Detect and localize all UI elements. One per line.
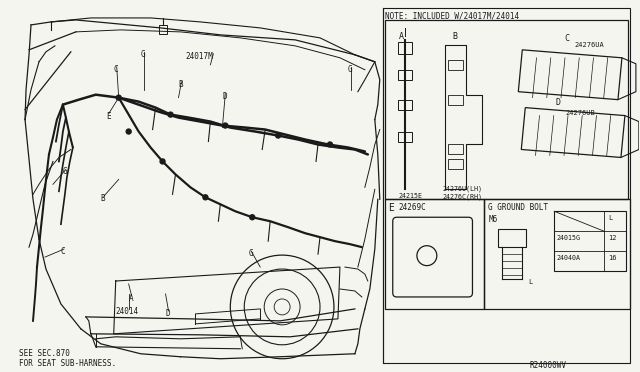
Circle shape: [328, 142, 332, 147]
Circle shape: [203, 195, 208, 200]
Text: 24276UA: 24276UA: [574, 42, 604, 48]
Circle shape: [168, 112, 173, 117]
Text: G: G: [248, 249, 253, 258]
Text: 24014: 24014: [116, 307, 139, 316]
Text: C: C: [564, 34, 569, 43]
Bar: [397, 42, 412, 54]
Text: SEE SEC.870: SEE SEC.870: [19, 349, 70, 358]
Circle shape: [116, 95, 121, 100]
Bar: [385, 20, 628, 199]
Bar: [447, 94, 463, 105]
Text: B: B: [100, 194, 106, 203]
Text: R24000WV: R24000WV: [529, 361, 566, 370]
Text: 24276U(LH): 24276U(LH): [443, 185, 483, 192]
Text: M6: M6: [488, 215, 498, 224]
Bar: [397, 132, 412, 141]
Text: 12: 12: [608, 235, 616, 241]
Bar: [554, 211, 626, 271]
Text: B: B: [452, 32, 458, 41]
Text: L: L: [528, 279, 532, 285]
Text: 24015G: 24015G: [556, 235, 580, 241]
Text: G: G: [63, 167, 68, 176]
Text: G: G: [348, 65, 353, 74]
Text: E: E: [106, 112, 110, 121]
Text: NOTE: INCLUDED W/24017M/24014: NOTE: INCLUDED W/24017M/24014: [385, 12, 519, 21]
Text: 16: 16: [608, 255, 616, 261]
Bar: [397, 100, 412, 110]
Text: D: D: [222, 92, 227, 101]
Circle shape: [126, 129, 131, 134]
Text: 24040A: 24040A: [556, 255, 580, 261]
Bar: [447, 160, 463, 169]
Text: 24276C(RH): 24276C(RH): [443, 193, 483, 200]
Text: C: C: [114, 65, 118, 74]
Circle shape: [160, 159, 165, 164]
Bar: [385, 199, 484, 309]
Text: B: B: [179, 80, 183, 89]
Bar: [499, 229, 526, 247]
Text: G: G: [141, 50, 145, 59]
Text: L: L: [608, 215, 612, 221]
Text: D: D: [166, 309, 170, 318]
Text: 24017M: 24017M: [186, 52, 213, 61]
Bar: [484, 199, 630, 309]
Bar: [159, 25, 166, 34]
Text: 24276UB: 24276UB: [565, 110, 595, 116]
Text: FOR SEAT SUB-HARNESS.: FOR SEAT SUB-HARNESS.: [19, 359, 116, 368]
Circle shape: [250, 215, 255, 220]
Bar: [397, 70, 412, 80]
Text: 24215E: 24215E: [399, 193, 423, 199]
Text: G GROUND BOLT: G GROUND BOLT: [488, 203, 548, 212]
Text: A: A: [399, 32, 404, 41]
Text: C: C: [61, 247, 65, 256]
Text: A: A: [129, 294, 133, 303]
Circle shape: [223, 123, 228, 128]
Text: D: D: [555, 98, 560, 107]
Text: E: E: [388, 203, 394, 213]
Bar: [447, 144, 463, 154]
Circle shape: [276, 133, 280, 138]
Text: 24269C: 24269C: [399, 203, 426, 212]
Bar: [383, 8, 630, 363]
Bar: [447, 60, 463, 70]
